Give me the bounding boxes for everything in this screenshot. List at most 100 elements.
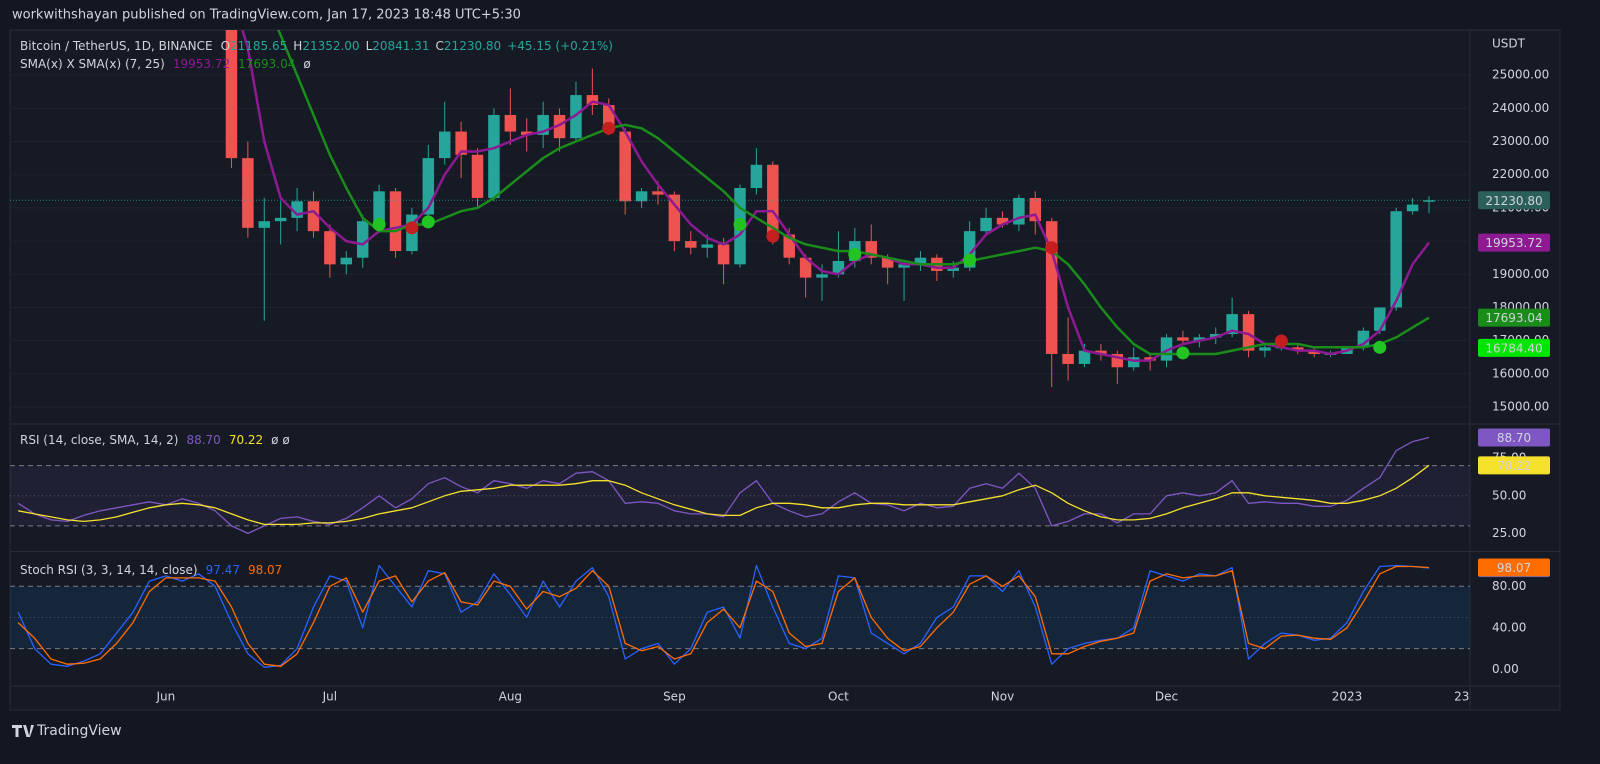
candle-body [1390, 211, 1402, 308]
candle-body [356, 221, 369, 258]
x-tick-label: Dec [1155, 690, 1178, 704]
plot-group [10, 30, 1470, 408]
y-tick-label: 25000.00 [1492, 68, 1549, 82]
x-tick-label: 23 [1454, 690, 1469, 704]
price-tag [1478, 456, 1550, 475]
y-tick-label: 23000.00 [1492, 134, 1549, 148]
candle-body [340, 257, 353, 265]
candle-body [225, 30, 238, 159]
candle-body [1013, 197, 1025, 225]
ohlc-value: 21352.00 [302, 39, 359, 53]
candle-body [898, 264, 910, 268]
candle-body [504, 114, 517, 132]
candle-body [963, 231, 976, 268]
candle-body [521, 131, 533, 135]
cross-marker [602, 121, 616, 135]
published-line: workwithshayan published on TradingView.… [12, 8, 521, 23]
legend-value: 98.07 [248, 563, 282, 577]
candle-body [553, 114, 566, 139]
candle-body [438, 131, 451, 159]
candle-body [1308, 350, 1320, 354]
candle-body [422, 158, 435, 215]
cross-marker [405, 221, 419, 235]
candle-body [1144, 357, 1156, 361]
y-tick-label: 16000.00 [1492, 366, 1549, 380]
logo-mark [12, 725, 34, 737]
ohlc-key: H [293, 39, 302, 53]
candle-body [717, 244, 730, 265]
candle-body [1193, 337, 1206, 341]
price-tag [1478, 428, 1550, 447]
candle-body [914, 257, 927, 265]
price-tag-label: 98.07 [1497, 561, 1531, 575]
candle-body [1242, 314, 1255, 351]
legend-extra: ø [303, 57, 310, 71]
price-tag [1478, 308, 1550, 327]
candle-body [783, 234, 795, 258]
candle-body [865, 241, 877, 258]
series-line [17, 436, 1430, 535]
price-tag [1478, 338, 1550, 357]
candle-body [274, 217, 287, 222]
brand-logo [12, 725, 34, 737]
candle-body [1259, 347, 1271, 351]
ohlc-key: C [436, 39, 444, 53]
candle-body [652, 191, 664, 195]
y-tick-label: 22000.00 [1492, 167, 1549, 181]
price-tag-label: 70.22 [1497, 459, 1531, 473]
x-tick-label: Aug [499, 690, 522, 704]
ohlc-value: 21185.65 [230, 39, 287, 53]
x-tick-label: Sep [663, 690, 686, 704]
candle-body [1062, 353, 1074, 364]
candle-body [373, 191, 385, 222]
plot-group [10, 436, 1470, 535]
candle-body [1423, 200, 1435, 202]
cross-marker [848, 247, 862, 261]
ohlc-key: L [366, 39, 373, 53]
candle-body [258, 221, 271, 228]
candle-body [488, 114, 500, 198]
cross-marker [1373, 340, 1387, 354]
y-tick-label: 19000.00 [1492, 267, 1549, 281]
series-line [18, 464, 1430, 526]
series-line [241, 30, 1430, 362]
ohlc-key: O [221, 39, 230, 53]
price-tag [1478, 233, 1550, 252]
candle-body [537, 114, 549, 135]
candle-body [980, 217, 992, 232]
cross-marker [766, 229, 780, 243]
price-tag [1478, 558, 1550, 577]
indicator-name: SMA(x) X SMA(x) (7, 25) [20, 57, 165, 71]
indicator-name: Stoch RSI (3, 3, 14, 14, close) [20, 563, 198, 577]
x-tick-label: Nov [991, 690, 1014, 704]
cross-marker [1045, 241, 1059, 255]
price-tag-label: 17693.04 [1485, 311, 1542, 325]
price-tag-label: 16784.40 [1485, 341, 1542, 355]
y-tick-label: 15000.00 [1492, 400, 1549, 414]
ohlc-value: 21230.80 [444, 39, 501, 53]
candle-body [1078, 350, 1091, 364]
ohlc-value: 20841.31 [372, 39, 429, 53]
indicator-name: RSI (14, close, SMA, 14, 2) [20, 433, 178, 447]
candle-body [767, 164, 779, 235]
candle-body [1095, 350, 1107, 354]
legend-value: 17693.04 [238, 57, 295, 71]
candle-body [1406, 204, 1419, 212]
candle-body [799, 257, 812, 278]
x-tick-label: Jun [155, 690, 175, 704]
candle-body [685, 241, 697, 248]
candle-body [1209, 334, 1222, 338]
candle-body [324, 231, 336, 265]
candle-body [1292, 347, 1304, 351]
candle-body [1177, 337, 1189, 341]
candle-body [816, 274, 828, 278]
sma-legend: SMA(x) X SMA(x) (7, 25) 19953.72 17693.04 ø [20, 57, 311, 71]
price-tag-label: 19953.72 [1485, 236, 1542, 250]
candle-body [471, 154, 484, 198]
candle-body [1029, 197, 1042, 222]
cross-marker [421, 215, 435, 229]
brand-name: TradingView [36, 723, 122, 739]
cross-marker [1176, 346, 1190, 360]
candle-body [947, 267, 959, 271]
